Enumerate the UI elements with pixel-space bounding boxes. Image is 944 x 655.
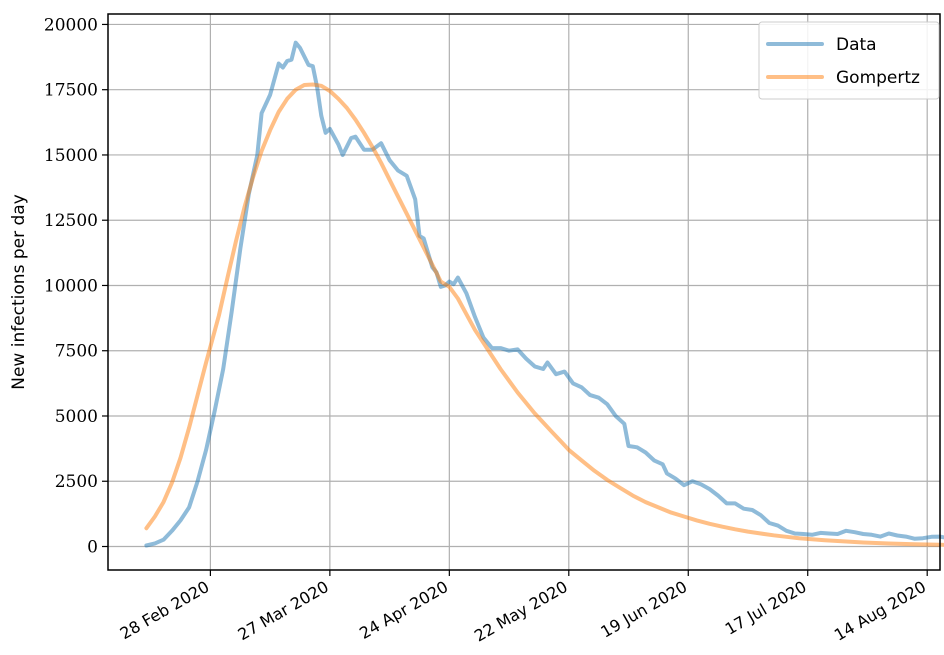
series-line-data bbox=[144, 40, 944, 548]
x-tick-label: 17 Jul 2020 bbox=[722, 577, 810, 639]
legend-label-gompertz: Gompertz bbox=[836, 68, 920, 88]
y-tick-label: 15000 bbox=[44, 146, 98, 166]
y-tick-label: 20000 bbox=[44, 15, 98, 35]
x-tick-label: 19 Jun 2020 bbox=[597, 577, 690, 642]
x-tick-label: 22 May 2020 bbox=[471, 577, 571, 646]
y-tick-label: 0 bbox=[87, 538, 98, 558]
series-line-gompertz bbox=[144, 82, 944, 547]
x-tick-label: 27 Mar 2020 bbox=[235, 577, 332, 644]
y-tick-label: 7500 bbox=[55, 342, 98, 362]
plot-frame bbox=[107, 13, 941, 571]
y-axis: 0 2500 5000 7500 10000 12500 15000 17500 20000 bbox=[44, 15, 108, 558]
y-tick-label: 12500 bbox=[44, 211, 98, 231]
x-axis: 28 Feb 2020 27 Mar 2020 24 Apr 2020 22 May … bbox=[117, 570, 929, 646]
legend: Data Gompertz bbox=[758, 21, 940, 100]
y-axis-label: New infections per day bbox=[9, 194, 29, 390]
y-tick-label: 17500 bbox=[44, 81, 98, 101]
y-tick-label: 5000 bbox=[55, 407, 98, 427]
y-tick-label: 2500 bbox=[55, 472, 98, 492]
legend-label-data: Data bbox=[836, 35, 877, 55]
series-layer bbox=[144, 40, 944, 548]
x-tick-label: 24 Apr 2020 bbox=[356, 577, 451, 643]
y-tick-label: 10000 bbox=[44, 276, 98, 296]
x-tick-label: 14 Aug 2020 bbox=[831, 577, 929, 645]
legend-box bbox=[758, 21, 940, 100]
x-tick-label: 28 Feb 2020 bbox=[117, 577, 213, 643]
